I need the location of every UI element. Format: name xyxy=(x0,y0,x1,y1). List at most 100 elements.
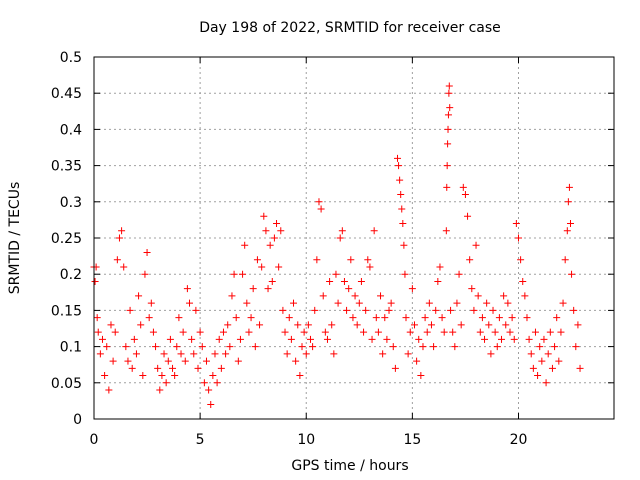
data-point xyxy=(340,277,348,285)
y-tick-label: 0.05 xyxy=(51,376,82,392)
data-point xyxy=(502,321,510,329)
data-point xyxy=(302,350,310,358)
data-point xyxy=(387,299,395,307)
data-point xyxy=(143,248,151,256)
data-point xyxy=(202,357,210,365)
data-point xyxy=(544,350,552,358)
data-point xyxy=(169,364,177,372)
data-point xyxy=(404,350,412,358)
data-point xyxy=(521,292,529,300)
data-point xyxy=(215,335,223,343)
data-point xyxy=(398,205,406,213)
data-point xyxy=(506,328,514,336)
data-point xyxy=(385,306,393,314)
data-point xyxy=(177,350,185,358)
data-point xyxy=(296,372,304,380)
data-point xyxy=(565,183,573,191)
data-point xyxy=(548,364,556,372)
data-point xyxy=(111,328,119,336)
data-point xyxy=(495,314,503,322)
data-point xyxy=(290,299,298,307)
data-point xyxy=(466,256,474,264)
y-tick-label: 0.5 xyxy=(60,50,82,66)
data-point xyxy=(419,343,427,351)
data-point xyxy=(389,343,397,351)
data-point xyxy=(328,321,336,329)
data-point xyxy=(491,328,499,336)
data-point xyxy=(399,220,407,228)
x-tick-label: 0 xyxy=(90,432,99,448)
data-point xyxy=(563,227,571,235)
data-point xyxy=(443,183,451,191)
data-point xyxy=(476,328,484,336)
data-point xyxy=(542,379,550,387)
data-point xyxy=(120,263,128,271)
data-point xyxy=(512,220,520,228)
data-point xyxy=(379,350,387,358)
data-point xyxy=(256,321,264,329)
data-point xyxy=(309,343,317,351)
data-point xyxy=(326,277,334,285)
data-point xyxy=(493,343,501,351)
data-point xyxy=(317,205,325,213)
data-point xyxy=(481,335,489,343)
data-point xyxy=(91,277,99,285)
data-point xyxy=(205,386,213,394)
data-point xyxy=(292,357,300,365)
data-point xyxy=(538,357,546,365)
data-point xyxy=(241,241,249,249)
data-point xyxy=(287,335,295,343)
data-point xyxy=(239,270,247,278)
data-point xyxy=(523,314,531,322)
data-point xyxy=(381,314,389,322)
data-point xyxy=(536,343,544,351)
data-point xyxy=(395,162,403,170)
data-point xyxy=(553,314,561,322)
data-point xyxy=(517,256,525,264)
data-point xyxy=(294,321,302,329)
data-point xyxy=(364,256,372,264)
data-point xyxy=(224,321,232,329)
data-point xyxy=(336,234,344,242)
data-point xyxy=(179,328,187,336)
data-point xyxy=(527,350,535,358)
data-point xyxy=(561,256,569,264)
data-point xyxy=(446,104,454,112)
data-point xyxy=(236,335,244,343)
data-point xyxy=(315,198,323,206)
data-point xyxy=(436,263,444,271)
data-point xyxy=(118,227,126,235)
data-point xyxy=(391,364,399,372)
data-point xyxy=(192,306,200,314)
data-point xyxy=(198,343,206,351)
data-point xyxy=(457,321,465,329)
y-tick-label: 0.2 xyxy=(60,267,82,283)
data-point xyxy=(226,343,234,351)
data-point xyxy=(566,220,574,228)
data-point xyxy=(228,292,236,300)
axis-ticks xyxy=(93,56,614,420)
data-point xyxy=(175,314,183,322)
y-tick-label: 0.35 xyxy=(51,159,82,175)
data-point xyxy=(406,328,414,336)
data-point xyxy=(207,401,215,409)
data-point xyxy=(410,321,418,329)
chart-title: Day 198 of 2022, SRMTID for receiver cas… xyxy=(199,20,501,36)
y-tick-label: 0 xyxy=(73,412,82,428)
data-point xyxy=(455,270,463,278)
data-point xyxy=(268,277,276,285)
data-point xyxy=(107,321,115,329)
x-axis-label: GPS time / hours xyxy=(291,458,408,474)
data-point xyxy=(251,343,259,351)
data-point xyxy=(149,328,157,336)
data-point xyxy=(468,285,476,293)
x-tick-label: 10 xyxy=(297,432,315,448)
data-point xyxy=(415,335,423,343)
data-point xyxy=(442,227,450,235)
data-point xyxy=(453,299,461,307)
data-point xyxy=(525,335,533,343)
data-point xyxy=(546,328,554,336)
x-tick-label: 15 xyxy=(403,432,421,448)
data-point xyxy=(447,306,455,314)
